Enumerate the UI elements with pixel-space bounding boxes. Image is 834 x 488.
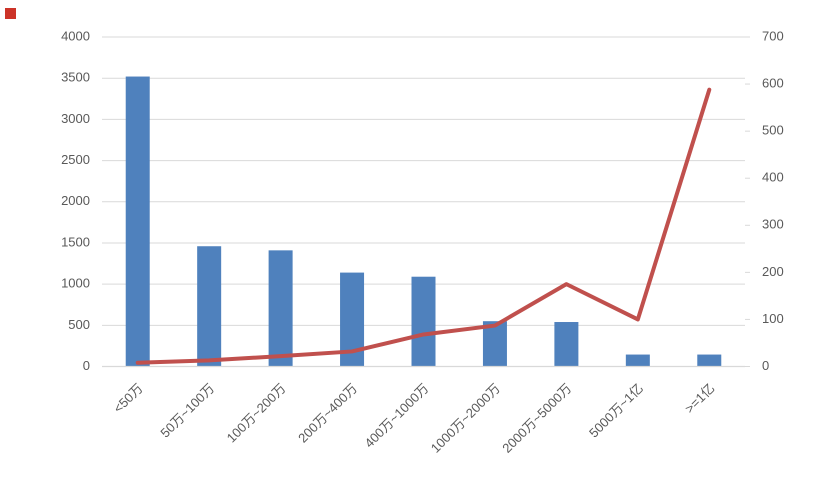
left-axis-tick-label: 3500 — [61, 70, 90, 85]
right-axis-tick-label: 400 — [762, 170, 784, 185]
left-axis-tick-label: 500 — [68, 317, 90, 332]
red-square-marker — [5, 8, 16, 19]
right-axis-tick-label: 700 — [762, 28, 784, 43]
left-axis-tick-label: 0 — [83, 358, 90, 373]
x-axis-category-label: >=1亿 — [682, 381, 718, 417]
x-axis-category-label: 2000万~5000万 — [499, 381, 574, 456]
right-axis-tick-label: 500 — [762, 123, 784, 138]
left-axis-tick-label: 2500 — [61, 152, 90, 167]
left-axis-tick-label: 1000 — [61, 276, 90, 291]
line-series[interactable] — [135, 87, 712, 365]
x-axis-category-label: 200万~400万 — [295, 381, 360, 446]
bar-8[interactable] — [625, 354, 650, 367]
x-axis-category-label: 1000万~2000万 — [428, 381, 503, 456]
x-axis-category-label: <50万 — [110, 381, 145, 416]
bar-1[interactable] — [125, 76, 150, 367]
bar-5[interactable] — [411, 276, 436, 367]
left-axis-tick-label: 1500 — [61, 234, 90, 249]
right-axis-tick-label: 300 — [762, 217, 784, 232]
x-axis-category-label: 50万~100万 — [157, 381, 217, 441]
bar-6[interactable] — [482, 321, 507, 367]
x-axis-category-label: 400万~1000万 — [361, 381, 431, 451]
bar-9[interactable] — [697, 354, 722, 367]
x-axis-category-label: 100万~200万 — [224, 381, 289, 446]
right-axis-tick-label: 100 — [762, 311, 784, 326]
left-axis-tick-label: 2000 — [61, 193, 90, 208]
left-axis-tick-label: 4000 — [61, 28, 90, 43]
right-axis-tick-label: 600 — [762, 76, 784, 91]
right-axis-tick-label: 0 — [762, 358, 769, 373]
bar-2[interactable] — [197, 246, 222, 367]
left-axis-tick-label: 3000 — [61, 111, 90, 126]
x-axis-category-label: 5000万~1亿 — [586, 381, 646, 441]
right-axis-tick-label: 200 — [762, 264, 784, 279]
bar-3[interactable] — [268, 250, 293, 367]
bar-7[interactable] — [554, 322, 579, 367]
